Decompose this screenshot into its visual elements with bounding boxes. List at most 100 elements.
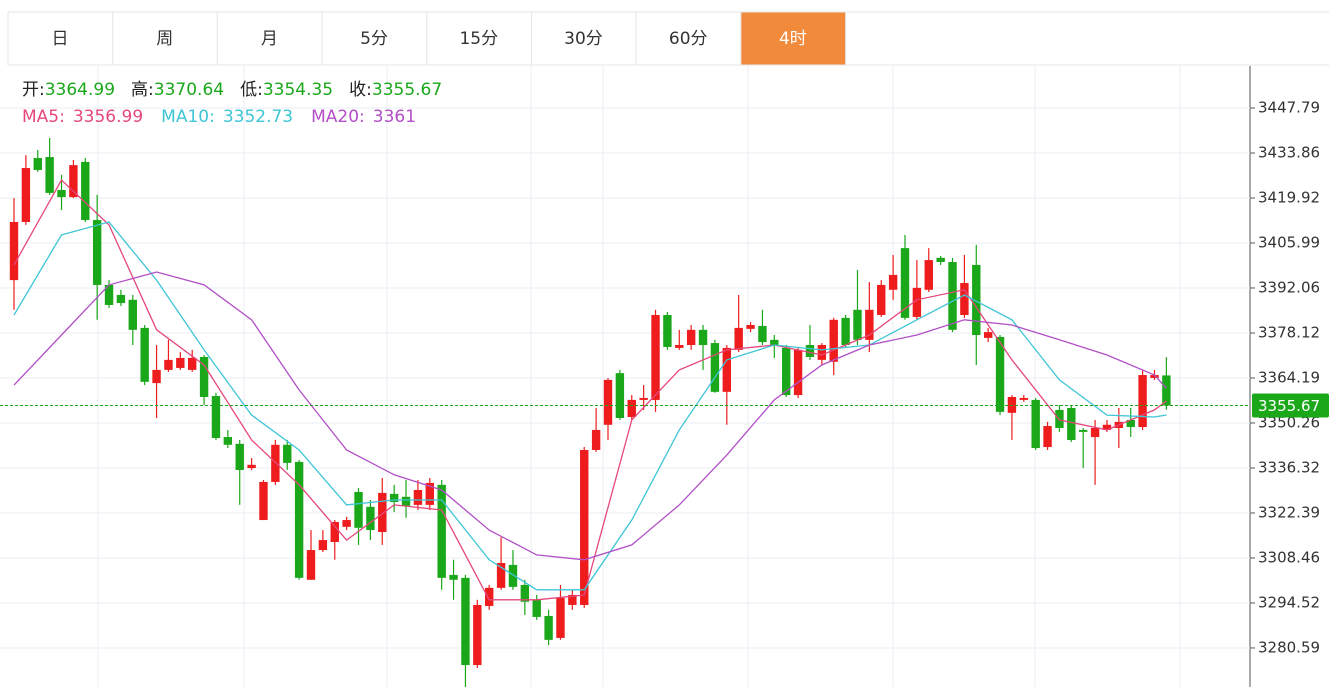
candle-body	[675, 345, 684, 348]
candle-body	[1102, 424, 1112, 430]
candle-body	[92, 220, 102, 285]
tab[interactable]	[531, 11, 637, 66]
tab-label[interactable]: 日	[52, 29, 69, 49]
tab[interactable]	[740, 11, 847, 66]
candle-body	[1043, 426, 1052, 448]
candle-body	[81, 161, 90, 221]
candle-body	[223, 437, 233, 445]
candle-body	[639, 397, 648, 400]
candle-body	[235, 443, 244, 470]
y-tick-label: 3447.79	[1258, 99, 1320, 117]
candle-body	[211, 396, 221, 439]
ohlc-label: 低:	[240, 80, 263, 100]
candle-body	[449, 574, 458, 580]
candle-body	[995, 336, 1005, 412]
candle-body	[568, 594, 577, 605]
y-tick-label: 3433.86	[1258, 143, 1320, 161]
candle-body	[651, 314, 660, 400]
candle-body	[176, 357, 185, 368]
tab[interactable]	[635, 11, 742, 66]
candle-body	[603, 379, 613, 425]
candle-body	[1007, 397, 1017, 413]
candle-body	[877, 284, 886, 315]
ohlc-value: 3355.67	[372, 80, 442, 100]
candle-body	[401, 496, 411, 506]
candle-body	[33, 158, 42, 170]
ma-line	[13, 271, 1167, 561]
candle-body	[9, 221, 19, 281]
legend-value: 3361	[373, 107, 416, 127]
tab-label[interactable]: 4时	[779, 29, 807, 49]
y-tick-label: 3405.99	[1258, 233, 1320, 251]
candle-body	[461, 577, 470, 666]
candle-body	[972, 264, 981, 336]
candle-body	[853, 309, 862, 340]
candle-body	[900, 248, 910, 318]
candle-body	[580, 449, 589, 605]
tab[interactable]	[216, 11, 323, 66]
candle-body	[556, 597, 565, 638]
y-tick-label: 3294.52	[1258, 593, 1320, 611]
candle-body	[793, 349, 803, 396]
candle-body	[378, 492, 387, 532]
candle-body	[686, 329, 696, 346]
tab[interactable]	[426, 11, 532, 66]
y-tick-label: 3392.06	[1258, 278, 1320, 296]
legend-name: MA10:	[161, 107, 215, 127]
ma-line	[13, 178, 1167, 601]
candle-body	[805, 345, 815, 357]
candle-body	[746, 324, 755, 329]
candle-body	[1138, 375, 1147, 428]
candle-body	[1162, 375, 1171, 406]
y-tick-label: 3308.46	[1258, 548, 1320, 566]
tab-label[interactable]: 5分	[360, 29, 388, 49]
ma-line	[13, 221, 1167, 591]
candle-body	[627, 399, 636, 418]
last-price-box	[1252, 393, 1329, 418]
ma-legend: MA5: 3356.99 MA10: 3352.73 MA20: 3361	[22, 107, 416, 127]
ohlc-value: 3364.99	[45, 80, 115, 100]
tab-label[interactable]: 月	[261, 29, 278, 49]
candle-body	[817, 345, 827, 360]
tab[interactable]	[112, 11, 218, 66]
candle-body	[413, 490, 423, 505]
candle-body	[140, 327, 149, 382]
tab[interactable]	[321, 11, 428, 66]
candle-body	[782, 347, 791, 396]
candle-body	[1031, 399, 1040, 449]
y-tick-label: 3280.59	[1258, 638, 1320, 656]
candle-body	[758, 325, 767, 343]
candle-body	[924, 260, 933, 290]
candle-body	[734, 327, 743, 350]
candle-body	[591, 429, 601, 450]
candle-body	[532, 599, 541, 617]
candle-body	[425, 482, 434, 505]
candle-body	[770, 339, 779, 346]
candle-body	[663, 314, 672, 347]
y-tick-label: 3378.12	[1258, 324, 1320, 342]
tab-label[interactable]: 60分	[669, 29, 708, 49]
candle-body	[366, 506, 375, 531]
candle-body	[354, 491, 363, 528]
tab[interactable]	[7, 11, 114, 66]
candle-body	[199, 356, 209, 398]
candle-body	[520, 584, 530, 602]
candle-body	[45, 157, 54, 193]
tab-label[interactable]: 周	[156, 29, 173, 49]
candle-body	[485, 587, 494, 606]
last-price-label: 3355.67	[1258, 397, 1320, 415]
candle-body	[1126, 419, 1135, 428]
y-tick-label: 3419.92	[1258, 189, 1320, 207]
candle-body	[829, 319, 838, 362]
candle-body	[1067, 407, 1076, 440]
candle-body	[104, 284, 114, 305]
candle-body	[865, 309, 874, 340]
candle-body	[330, 521, 339, 543]
candle-body	[983, 332, 993, 338]
legend-name: MA20:	[311, 107, 365, 127]
candle-body	[294, 461, 304, 578]
tab-label[interactable]: 30分	[564, 29, 603, 49]
tab-label[interactable]: 15分	[459, 29, 498, 49]
